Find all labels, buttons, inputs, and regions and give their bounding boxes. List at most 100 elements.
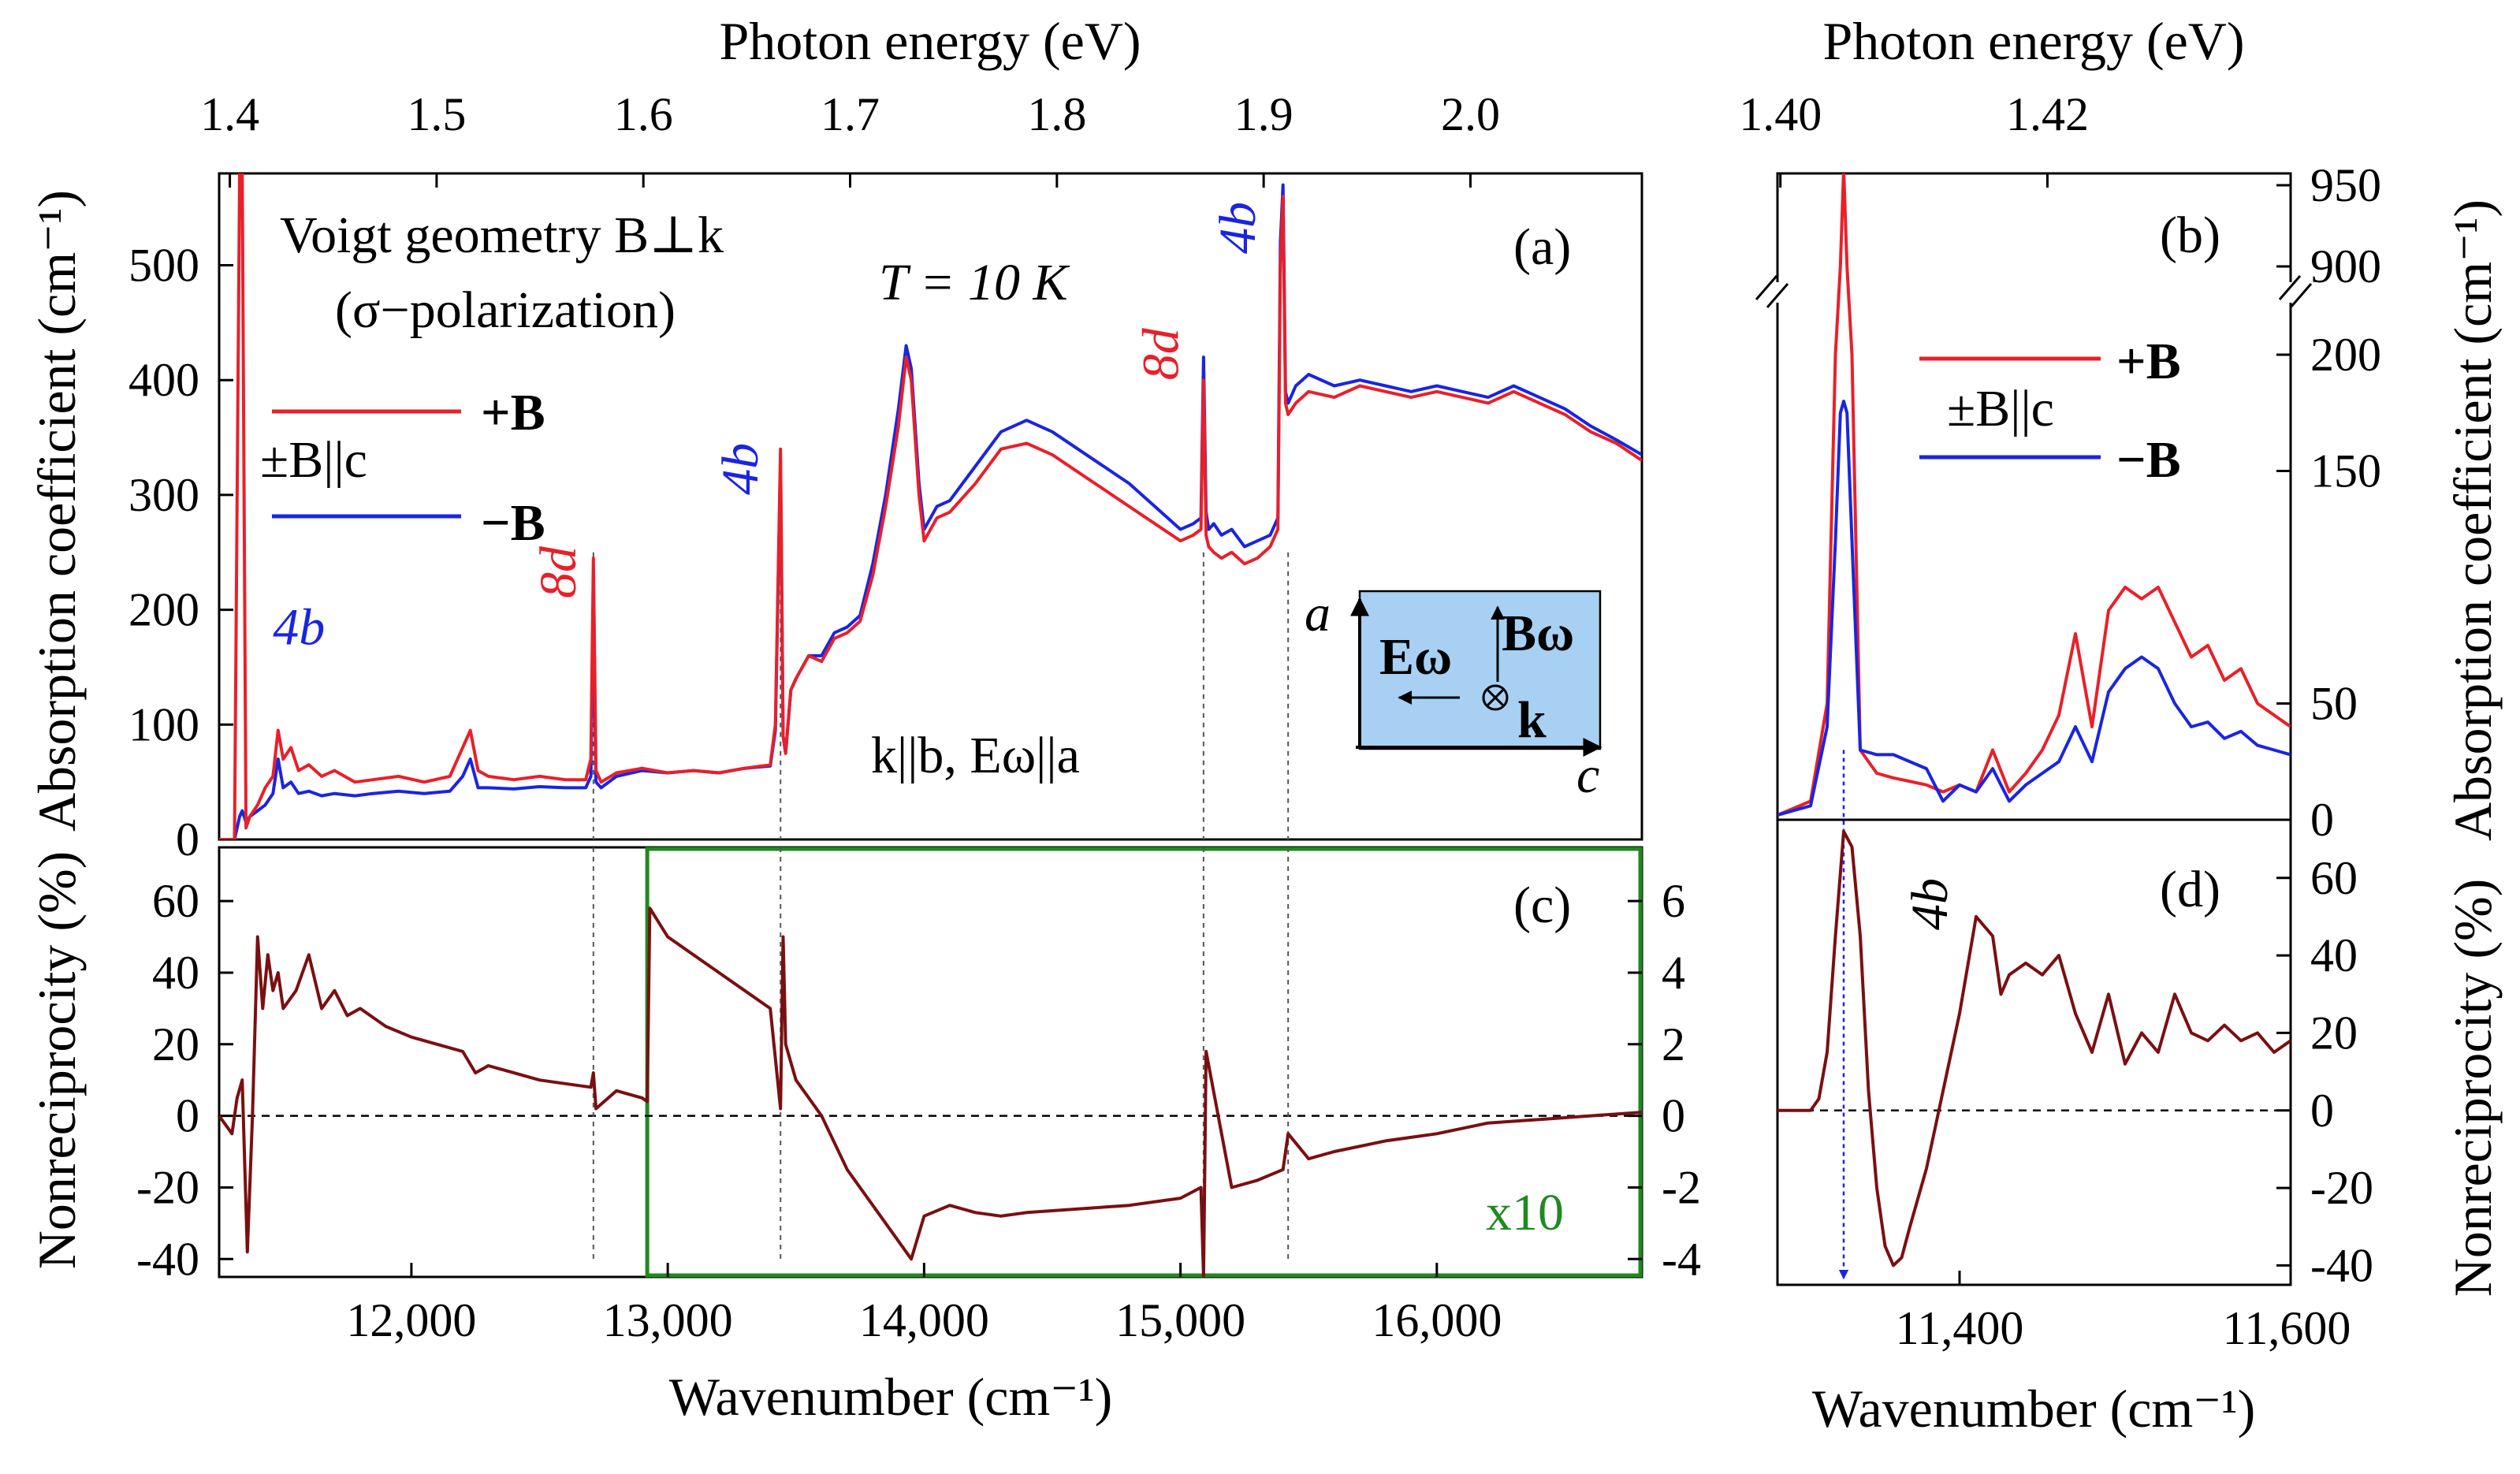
panel-a-y-axis: 0 100 200 300 400 500 <box>128 240 233 865</box>
panel-c-right-tick-label: -4 <box>1662 1233 1701 1285</box>
panel-a-title: Voigt geometry B⊥k <box>280 207 724 264</box>
panel-d: 11,400 11,600 Wavenumber (cm⁻¹) 60 40 20 0 -2… <box>1776 750 2503 1439</box>
panel-a-series-plus <box>219 173 1642 839</box>
panel-d-y-tick-label: 60 <box>2310 852 2358 904</box>
panel-d-x-tick-label: 11,600 <box>2223 1302 2351 1354</box>
panel-d-x-axis: 11,400 11,600 <box>1896 1271 2351 1354</box>
panel-b-right-axis: 0 50 150 200 900 950 <box>2276 159 2381 846</box>
panel-d-series-nonreciprocity <box>1777 829 2291 1267</box>
panel-c: 12,000 13,000 14,000 15,000 16,000 Wavenumbe… <box>27 846 1701 1427</box>
panel-d-y-tick-label: 40 <box>2310 929 2358 981</box>
panel-a-frame <box>218 172 1643 841</box>
panel-a-peak-annotation: 8d <box>1132 327 1189 380</box>
panel-d-right-axis: 60 40 20 0 -20 -40 <box>2276 852 2373 1291</box>
panel-b-y-tick-label: 950 <box>2310 159 2381 211</box>
inset-b-field-label: Bω <box>1502 605 1574 662</box>
panel-d-y-tick-label: -20 <box>2310 1162 2373 1214</box>
panel-d-y-axis-title: Nonreciprocity (%) <box>2443 879 2503 1297</box>
panel-c-x-axis-title: Wavenumber (cm⁻¹) <box>669 1367 1112 1427</box>
panel-c-y-tick-label: 20 <box>152 1018 199 1070</box>
panel-c-series <box>219 906 1642 1277</box>
panel-c-right-tick-label: -2 <box>1662 1161 1701 1213</box>
panel-a-top-tick-label: 1.8 <box>1027 88 1086 140</box>
panel-b-label: (b) <box>2160 207 2220 264</box>
panel-d-series <box>1777 829 2291 1267</box>
panel-a-top-tick-label: 1.6 <box>614 88 673 140</box>
panel-a-temperature: T = 10 K <box>879 254 1070 311</box>
panel-b-y-tick-label: 900 <box>2310 240 2381 292</box>
panel-b-y-tick-label: 50 <box>2310 678 2358 730</box>
geometry-inset: a c Eω Bω k <box>1305 585 1602 804</box>
panel-a-legend-plus: +B <box>481 384 545 441</box>
panel-a-top-axis-title: Photon energy (eV) <box>719 11 1141 71</box>
inset-e-field-label: Eω <box>1379 628 1452 686</box>
panel-a-peak-annotation: 4b <box>712 443 769 495</box>
panel-a-peak-annotation: 8d <box>530 545 587 598</box>
panel-a-top-tick-label: 1.4 <box>200 88 259 140</box>
panel-c-right-tick-label: 0 <box>1662 1090 1685 1142</box>
inset-a-axis-label: a <box>1305 585 1331 642</box>
inset-k-cross-2 <box>1486 688 1505 707</box>
panel-a-y-tick-label: 0 <box>176 813 199 865</box>
panel-c-y-tick-label: 40 <box>152 947 199 999</box>
panel-c-x-tick-label: 15,000 <box>1115 1294 1245 1346</box>
inset-k-into-page-icon <box>1482 684 1509 711</box>
panel-c-label: (c) <box>1513 877 1571 934</box>
panel-b-legend-minus: −B <box>2116 431 2181 489</box>
panel-b-top-axis-title: Photon energy (eV) <box>1822 11 2244 71</box>
panel-d-x-tick-label: 11,400 <box>1896 1302 2024 1354</box>
panel-a-y-axis-title: Absorption coefficient (cm⁻¹) <box>27 190 87 832</box>
panel-c-series-nonreciprocity <box>219 906 1642 1277</box>
panel-a-peak-annotation: 4b <box>273 598 325 656</box>
panel-b-axis-break <box>1754 275 2317 308</box>
panel-b-y-tick-label: 200 <box>2310 329 2381 381</box>
panel-b-series-plus <box>1777 173 2291 817</box>
panel-a-top-tick-label: 2.0 <box>1441 88 1500 140</box>
panel-b-legend-title: ±B||c <box>1947 380 2054 437</box>
panel-c-magnification-label: x10 <box>1486 1184 1564 1241</box>
panel-a-y-tick-label: 100 <box>128 698 199 750</box>
panel-d-y-tick-label: 20 <box>2310 1007 2358 1059</box>
panel-c-right-axis: 6 4 2 0 -2 -4 <box>1628 875 1701 1285</box>
panel-c-y-tick-label: 60 <box>152 875 199 927</box>
panel-d-x-axis-title: Wavenumber (cm⁻¹) <box>1812 1379 2255 1439</box>
panel-c-y-tick-label: 0 <box>176 1090 199 1142</box>
panel-b-y-axis-title: Absorption coefficient (cm⁻¹) <box>2443 199 2503 841</box>
panel-c-y-axis: 60 40 20 0 -20 -40 <box>136 875 233 1285</box>
panel-b-top-tick-label: 1.42 <box>2006 88 2089 140</box>
panel-a: 1.4 1.5 1.6 1.7 1.8 1.9 2.0 Photon energy (eV)… <box>27 11 1643 865</box>
panel-a-legend-minus: −B <box>481 494 545 552</box>
panel-d-y-tick-label: 0 <box>2310 1085 2334 1137</box>
panel-b-top-tick-label: 1.40 <box>1739 88 1822 140</box>
panel-a-guide-lines <box>592 552 1290 839</box>
panel-c-right-tick-label: 4 <box>1662 947 1685 999</box>
geometry-inset-box <box>1358 590 1602 750</box>
panel-b: 1.40 1.42 Photon energy (eV) 0 50 150 200 900… <box>1739 11 2503 846</box>
panel-a-label: (a) <box>1513 218 1571 276</box>
panel-b-y-tick-label: 150 <box>2310 445 2381 497</box>
panel-c-y-tick-label: -40 <box>136 1233 199 1285</box>
panel-b-top-axis: 1.40 1.42 <box>1739 88 2089 188</box>
inset-c-axis-label: c <box>1576 746 1599 804</box>
panel-a-top-axis: 1.4 1.5 1.6 1.7 1.8 1.9 2.0 <box>200 88 1500 188</box>
panel-a-y-tick-label: 500 <box>128 240 199 292</box>
panel-a-legend-title: ±B||c <box>260 431 367 489</box>
panel-a-top-tick-label: 1.7 <box>821 88 880 140</box>
panel-a-subtitle: (σ−polarization) <box>335 281 676 339</box>
panel-c-right-tick-label: 2 <box>1662 1018 1685 1070</box>
panel-d-frame <box>1776 818 2292 1286</box>
panel-a-top-tick-label: 1.9 <box>1234 88 1294 140</box>
panel-c-x-axis: 12,000 13,000 14,000 15,000 16,000 <box>346 1263 1502 1346</box>
panel-a-y-tick-label: 400 <box>128 354 199 406</box>
panel-c-x-tick-label: 16,000 <box>1372 1294 1502 1346</box>
panel-a-y-tick-label: 200 <box>128 584 199 636</box>
panel-b-y-tick-label: 0 <box>2310 794 2334 846</box>
panel-c-x-tick-label: 14,000 <box>859 1294 989 1346</box>
panel-d-annotation: 4b <box>1901 878 1959 930</box>
panel-a-annotations: 4b 8d 4b 8d 4b <box>273 202 1267 656</box>
panel-c-right-tick-label: 6 <box>1662 875 1685 927</box>
inset-k-label: k <box>1517 691 1547 749</box>
panel-c-x-tick-label: 12,000 <box>346 1294 476 1346</box>
panel-b-legend-plus: +B <box>2116 333 2181 390</box>
